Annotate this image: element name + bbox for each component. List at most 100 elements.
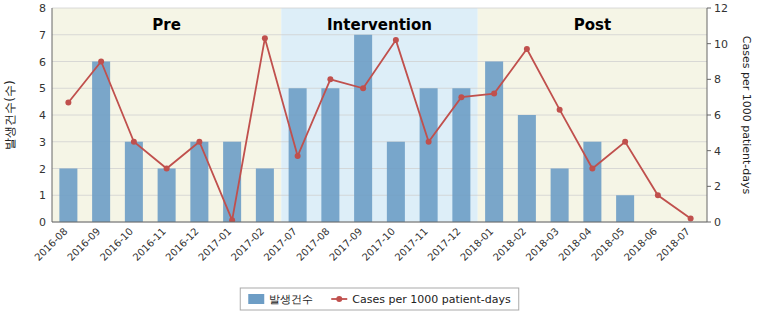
line-marker xyxy=(262,35,268,41)
grid-line xyxy=(52,34,707,35)
x-tick-label: 2017-02 xyxy=(229,226,266,263)
bar xyxy=(190,142,208,222)
y2-tick-label: 4 xyxy=(714,145,721,158)
x-tick-label: 2018-06 xyxy=(622,226,659,263)
line xyxy=(68,38,690,220)
y2-tick xyxy=(707,150,711,151)
line-marker xyxy=(131,139,137,145)
y-tick-label: 2 xyxy=(39,163,46,176)
x-tick-label: 2016-09 xyxy=(65,226,102,263)
y-tick-label: 4 xyxy=(39,109,46,122)
grid-line xyxy=(52,61,707,62)
y-axis-label: 발생건수(수) xyxy=(3,80,17,149)
bar xyxy=(387,142,405,222)
bar xyxy=(92,62,110,223)
bar xyxy=(420,88,438,222)
x-tick-label: 2016-10 xyxy=(98,226,135,263)
legend-item: 발생건수 xyxy=(248,293,313,306)
x-tick-label: 2017-01 xyxy=(196,226,233,263)
line-marker xyxy=(491,91,497,97)
chart: 0123456780246810122016-082016-092016-102… xyxy=(0,0,757,319)
x-tick-label: 2017-09 xyxy=(327,226,364,263)
y-tick-label: 1 xyxy=(39,189,46,202)
bar xyxy=(158,169,176,223)
bar xyxy=(354,35,372,222)
bar xyxy=(616,195,634,222)
x-tick-label: 2018-02 xyxy=(491,226,528,263)
y-tick-label: 0 xyxy=(39,216,46,229)
grid-line xyxy=(52,222,707,223)
line-marker xyxy=(360,85,366,91)
y-tick-label: 6 xyxy=(39,56,46,69)
y2-tick xyxy=(707,43,711,44)
line-marker xyxy=(426,139,432,145)
line-marker xyxy=(98,59,104,65)
y2-tick-label: 6 xyxy=(714,109,721,122)
x-tick-label: 2017-12 xyxy=(425,226,462,263)
bar xyxy=(452,88,470,222)
y2-tick-label: 8 xyxy=(714,73,721,86)
x-tick-label: 2016-08 xyxy=(32,226,69,263)
y2-tick xyxy=(707,186,711,187)
legend-item: Cases per 1000 patient-days xyxy=(331,293,511,306)
y2-tick xyxy=(707,222,711,223)
plot-area xyxy=(59,35,693,222)
grid-line xyxy=(52,115,707,116)
line-marker xyxy=(557,107,563,113)
legend-marker xyxy=(336,296,342,302)
bar xyxy=(321,88,339,222)
line-marker xyxy=(295,153,301,159)
y-tick-label: 5 xyxy=(39,82,46,95)
x-tick-label: 2017-07 xyxy=(262,226,299,263)
x-tick-label: 2017-11 xyxy=(393,226,430,263)
legend-label: 발생건수 xyxy=(269,293,313,306)
y2-tick xyxy=(707,8,711,9)
legend: 발생건수 Cases per 1000 patient-days xyxy=(240,288,519,310)
line-marker xyxy=(327,76,333,82)
bar xyxy=(551,169,569,223)
x-tick-label: 2017-08 xyxy=(294,226,331,263)
line-marker xyxy=(393,37,399,43)
grid-line xyxy=(52,88,707,89)
bar xyxy=(125,142,143,222)
y2-tick xyxy=(707,115,711,116)
legend-label: Cases per 1000 patient-days xyxy=(352,293,511,306)
region-label: Post xyxy=(574,16,611,34)
grid-line xyxy=(52,168,707,169)
bar xyxy=(59,169,77,223)
line-marker xyxy=(589,166,595,172)
bar xyxy=(518,115,536,222)
region-label: Pre xyxy=(152,16,181,34)
x-axis xyxy=(52,222,707,223)
region-label: Intervention xyxy=(327,16,432,34)
grid-line xyxy=(52,8,707,9)
bar xyxy=(289,88,307,222)
bar xyxy=(583,142,601,222)
line-marker xyxy=(65,100,71,106)
line-marker xyxy=(196,139,202,145)
x-tick-label: 2018-03 xyxy=(524,226,561,263)
y-tick-label: 3 xyxy=(39,136,46,149)
line-marker xyxy=(688,215,694,221)
y-tick-label: 8 xyxy=(39,2,46,15)
y2-axis xyxy=(707,8,708,222)
line-marker xyxy=(622,139,628,145)
line-marker xyxy=(458,94,464,100)
y2-axis-label: Cases per 1000 patient-days xyxy=(740,36,753,195)
x-tick-label: 2016-12 xyxy=(163,226,200,263)
y2-tick xyxy=(707,79,711,80)
line-marker xyxy=(164,166,170,172)
x-tick-label: 2018-01 xyxy=(458,226,495,263)
line-marker xyxy=(524,46,530,52)
x-tick-label: 2017-10 xyxy=(360,226,397,263)
y2-tick-label: 12 xyxy=(714,2,728,15)
bar xyxy=(256,169,274,223)
x-tick-label: 2016-11 xyxy=(131,226,168,263)
y2-tick-label: 2 xyxy=(714,180,721,193)
x-tick-label: 2018-04 xyxy=(556,226,593,263)
y-tick-label: 7 xyxy=(39,29,46,42)
grid-line xyxy=(52,195,707,196)
legend-box xyxy=(240,288,519,310)
y-axis xyxy=(52,8,53,222)
grid-line xyxy=(52,141,707,142)
